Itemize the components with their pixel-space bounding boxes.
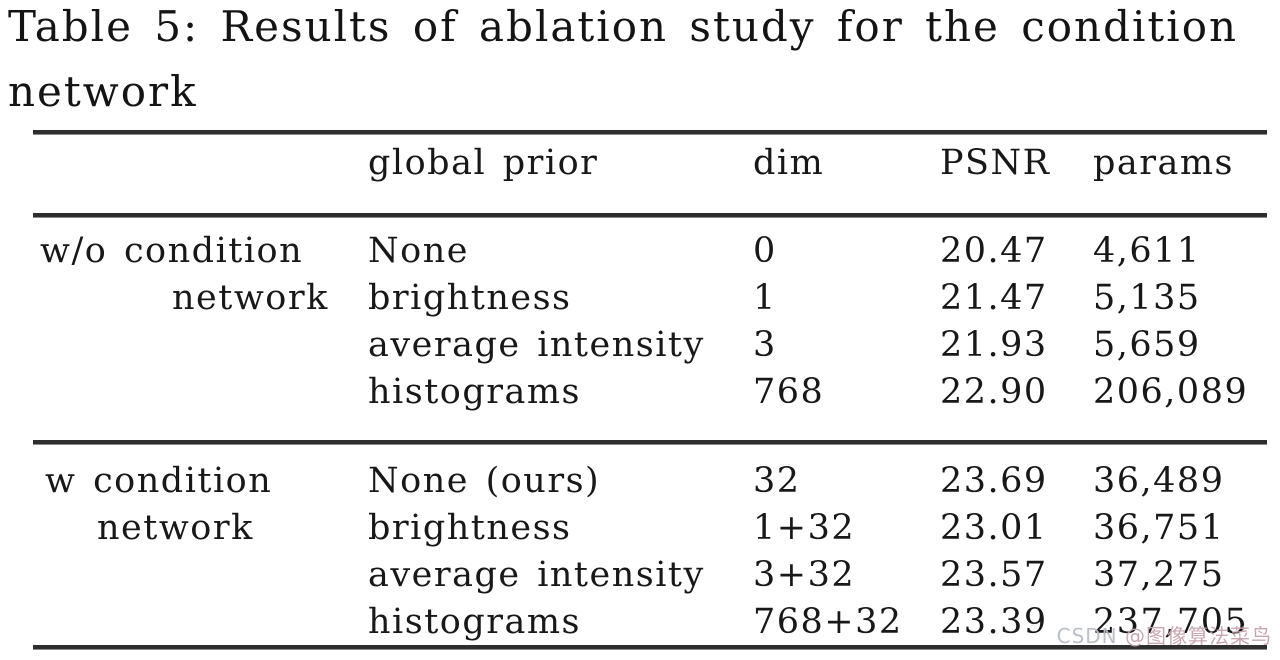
cell-dim: 3 bbox=[753, 325, 777, 365]
cell-params: 237,705 bbox=[1093, 602, 1249, 642]
cell-dim: 1 bbox=[753, 278, 777, 318]
cell-params: 37,275 bbox=[1093, 555, 1225, 595]
group1-label-line1: w/o condition bbox=[40, 231, 304, 271]
column-header-params: params bbox=[1093, 143, 1235, 183]
cell-psnr: 22.90 bbox=[940, 372, 1048, 412]
table-bottom-rule bbox=[33, 645, 1267, 650]
table-caption-line1: Table 5: Results of ablation study for t… bbox=[8, 2, 1239, 51]
table-mid-rule bbox=[33, 440, 1267, 445]
cell-global-prior: None bbox=[368, 231, 469, 271]
column-header-global-prior: global prior bbox=[368, 143, 599, 183]
cell-global-prior: histograms bbox=[368, 602, 581, 642]
table-top-rule bbox=[33, 130, 1267, 135]
cell-global-prior: average intensity bbox=[368, 325, 705, 365]
cell-psnr: 23.57 bbox=[940, 555, 1048, 595]
cell-global-prior: histograms bbox=[368, 372, 581, 412]
cell-params: 36,751 bbox=[1093, 508, 1225, 548]
cell-psnr: 21.47 bbox=[940, 278, 1048, 318]
csdn-watermark-handle: @图像算法菜鸟 bbox=[1125, 624, 1272, 648]
table-caption-line2: network bbox=[8, 67, 198, 116]
cell-dim: 768+32 bbox=[753, 602, 903, 642]
table-header-rule bbox=[33, 213, 1267, 218]
cell-params: 206,089 bbox=[1093, 372, 1249, 412]
cell-params: 5,659 bbox=[1093, 325, 1201, 365]
csdn-watermark-prefix: CSDN bbox=[1056, 624, 1125, 648]
cell-dim: 0 bbox=[753, 231, 777, 271]
cell-psnr: 23.39 bbox=[940, 602, 1048, 642]
cell-dim: 1+32 bbox=[753, 508, 856, 548]
cell-params: 5,135 bbox=[1093, 278, 1201, 318]
group1-label-line2: network bbox=[172, 278, 329, 318]
cell-params: 36,489 bbox=[1093, 461, 1225, 501]
column-header-dim: dim bbox=[753, 143, 825, 183]
cell-global-prior: None (ours) bbox=[368, 461, 601, 501]
group2-label-line1: w condition bbox=[45, 461, 273, 501]
cell-dim: 768 bbox=[753, 372, 825, 412]
cell-global-prior: average intensity bbox=[368, 555, 705, 595]
cell-psnr: 21.93 bbox=[940, 325, 1048, 365]
cell-psnr: 23.01 bbox=[940, 508, 1048, 548]
table-caption: Table 5: Results of ablation study for t… bbox=[8, 0, 1280, 124]
cell-dim: 32 bbox=[753, 461, 801, 501]
column-header-psnr: PSNR bbox=[940, 143, 1051, 183]
cell-params: 4,611 bbox=[1093, 231, 1201, 271]
cell-dim: 3+32 bbox=[753, 555, 856, 595]
cell-global-prior: brightness bbox=[368, 278, 572, 318]
csdn-watermark: CSDN @图像算法菜鸟 bbox=[1057, 624, 1272, 648]
group2-label-line2: network bbox=[97, 508, 254, 548]
cell-psnr: 23.69 bbox=[940, 461, 1048, 501]
cell-global-prior: brightness bbox=[368, 508, 572, 548]
cell-psnr: 20.47 bbox=[940, 231, 1048, 271]
